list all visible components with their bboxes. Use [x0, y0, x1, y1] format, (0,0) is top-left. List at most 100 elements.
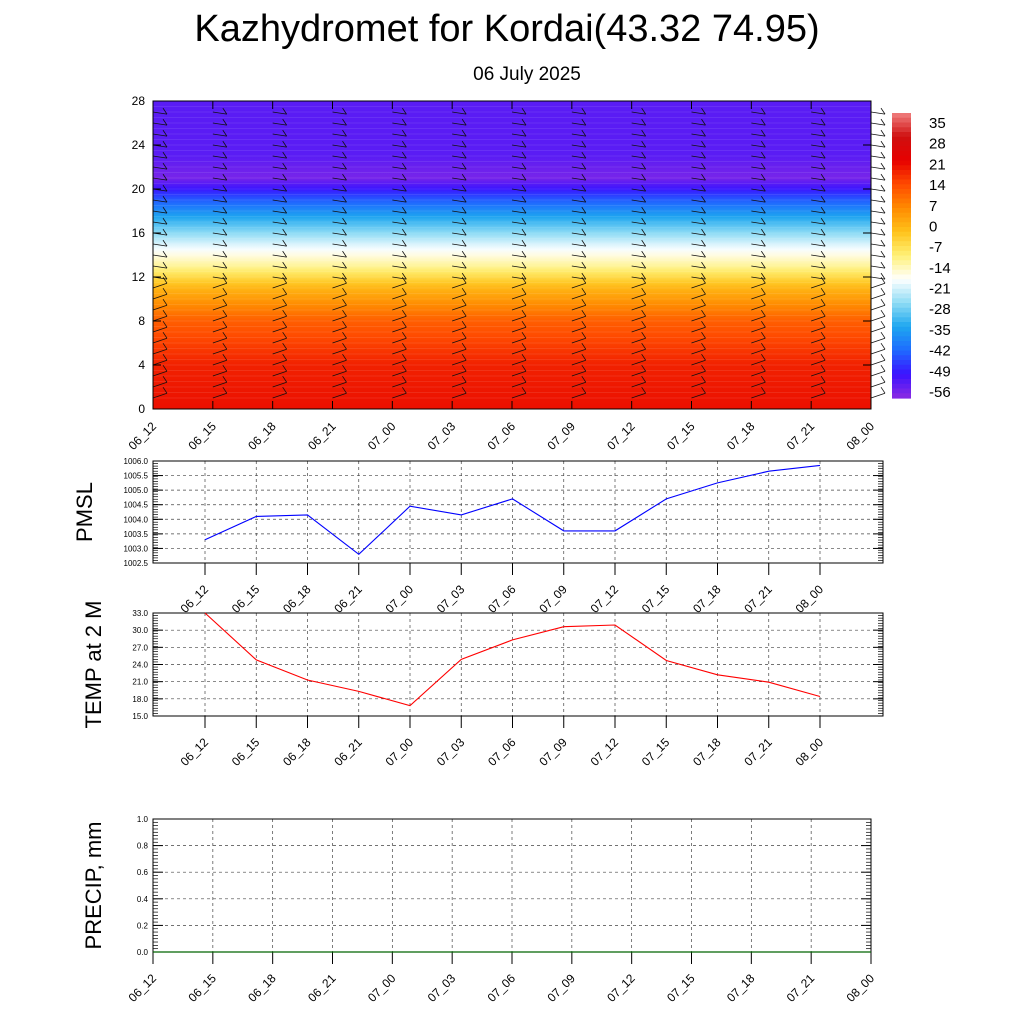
wind-barb — [212, 293, 227, 300]
wind-barb-flag — [402, 375, 407, 383]
colorbar-bin — [892, 350, 911, 356]
x-tick-label: 07_03 — [425, 419, 459, 453]
wind-barb-flag — [641, 320, 646, 328]
wind-barb — [332, 304, 347, 311]
wind-barb-flag — [581, 250, 587, 258]
x-tick-label: 07_21 — [741, 582, 775, 616]
wind-barb-flag — [820, 217, 826, 225]
y-tick-label: 0.4 — [137, 895, 149, 904]
wind-barb-flag — [342, 228, 347, 236]
wind-barb — [332, 265, 347, 269]
wind-barb-flag — [342, 320, 347, 328]
y-tick-label: 1005.0 — [124, 486, 149, 495]
wind-barb-flag — [342, 386, 347, 394]
wind-barb-flag — [820, 206, 826, 214]
wind-barb — [691, 276, 706, 280]
chart-subtitle: 06 July 2025 — [473, 64, 581, 85]
wind-barb — [631, 315, 646, 322]
pmsl-panel: 1002.5 1003.0 1003.5 1004.0 1004.5 1005.0 1005… — [72, 457, 884, 616]
wind-barb — [511, 265, 527, 269]
y-tick-label: 0.2 — [137, 921, 149, 930]
wind-barb-flag — [880, 272, 886, 280]
wind-barb-flag — [282, 140, 287, 148]
colorbar-bin — [892, 231, 911, 238]
wind-barb-flag — [282, 228, 287, 236]
wind-barb — [811, 177, 826, 181]
wind-barb-flag — [461, 140, 467, 148]
colorbar-bin — [892, 117, 911, 124]
x-tick-label: 08_00 — [793, 735, 827, 769]
wind-barb — [511, 199, 527, 203]
wind-barb-flag — [581, 107, 587, 115]
wind-barb — [811, 276, 826, 280]
wind-barb — [511, 254, 527, 258]
wind-barb — [870, 359, 886, 366]
colorbar-bin — [892, 146, 911, 152]
wind-barb — [811, 304, 826, 311]
x-tick-label: 08_00 — [793, 582, 827, 616]
wind-barb — [691, 199, 706, 203]
wind-barb-flag — [282, 217, 287, 225]
wind-barb-flag — [162, 173, 168, 181]
wind-barb — [631, 177, 646, 181]
wind-barb — [152, 337, 168, 344]
wind-barb — [212, 359, 227, 366]
wind-barb — [631, 392, 646, 399]
wind-barb-flag — [641, 239, 646, 247]
wind-barb-flag — [820, 353, 826, 361]
wind-barb — [870, 243, 886, 247]
colorbar-bin — [892, 203, 911, 209]
colorbar-bin — [892, 132, 911, 138]
colorbar-bin — [892, 250, 911, 257]
wind-barb — [751, 348, 766, 355]
wind-barb — [212, 337, 227, 344]
wind-barb — [272, 326, 287, 333]
wind-barb — [811, 221, 826, 225]
wind-barb-flag — [282, 129, 287, 137]
wind-barb — [152, 381, 168, 388]
wind-barb — [691, 254, 706, 258]
wind-barb — [691, 188, 706, 192]
wind-barb — [212, 304, 227, 311]
wind-barb-flag — [461, 184, 467, 192]
wind-barb-flag — [521, 206, 527, 214]
wind-barb — [811, 155, 826, 159]
wind-barb — [631, 155, 646, 159]
wind-barb — [631, 348, 646, 355]
colorbar-bin — [892, 279, 911, 285]
colorbar-bin — [892, 393, 911, 399]
x-tick-label: 07_06 — [485, 582, 519, 616]
x-tick-label: 07_03 — [425, 971, 459, 1005]
wind-barb-flag — [222, 364, 228, 372]
wind-barb-flag — [641, 353, 646, 361]
wind-barb — [152, 326, 168, 333]
wind-barb — [152, 293, 168, 300]
wind-barb-flag — [282, 342, 287, 350]
wind-barb-flag — [342, 298, 347, 306]
x-tick-label: 07_06 — [485, 419, 519, 453]
wind-barb-flag — [641, 195, 646, 203]
cross-section-panel: 0 4 8 12 16 20 24 28 06_12 06_15 06_18 06_21 07_00 07… — [126, 94, 886, 453]
wind-barb — [870, 144, 886, 148]
wind-barb-flag — [521, 151, 527, 159]
wind-barb — [691, 359, 706, 366]
wind-barb — [452, 166, 467, 170]
wind-barb — [272, 348, 287, 355]
wind-barb-flag — [761, 129, 766, 137]
wind-barb — [571, 155, 586, 159]
wind-barb-flag — [701, 239, 706, 247]
wind-barb — [631, 381, 646, 388]
wind-barb — [870, 326, 886, 333]
wind-barb-flag — [342, 151, 347, 159]
wind-barb — [452, 221, 467, 225]
wind-barb — [511, 348, 527, 355]
colorbar-bin — [892, 174, 911, 181]
x-tick-label: 06_15 — [185, 419, 219, 453]
wind-barb — [571, 370, 586, 377]
wind-barb — [511, 177, 527, 181]
wind-barb — [631, 326, 646, 333]
wind-barb-flag — [641, 331, 646, 339]
wind-barb-flag — [761, 342, 766, 350]
wind-barb-flag — [282, 320, 287, 328]
